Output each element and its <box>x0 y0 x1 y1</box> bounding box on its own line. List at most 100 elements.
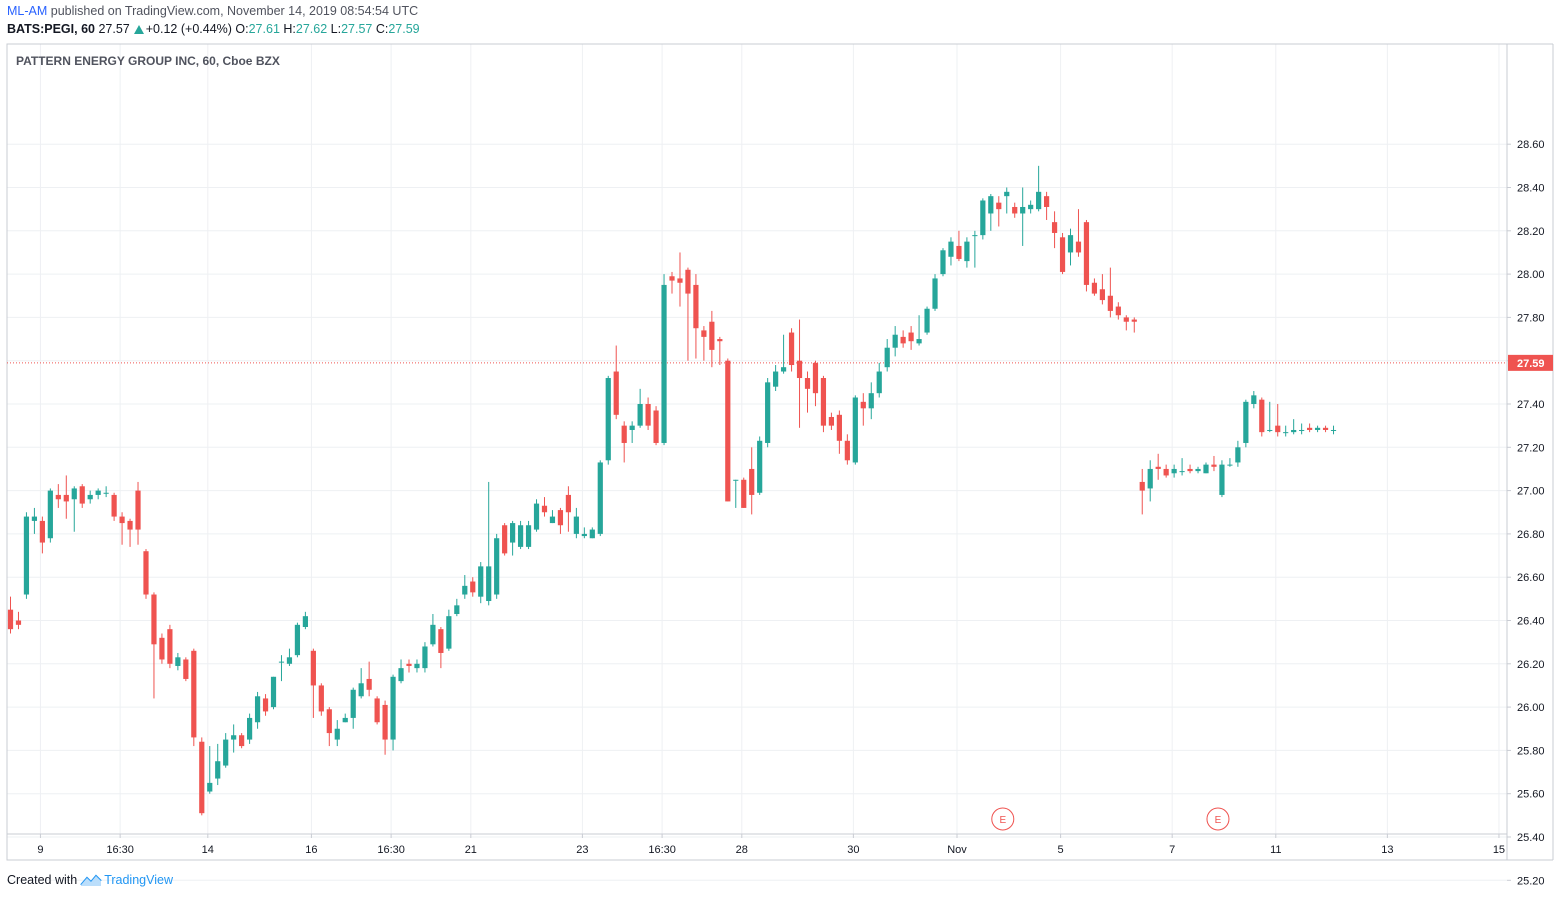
candle <box>334 720 340 747</box>
candle-body <box>693 284 699 329</box>
candle <box>294 622 301 658</box>
x-tick-label: 28 <box>736 844 748 856</box>
candle-body <box>892 334 898 348</box>
candle <box>669 271 675 294</box>
candle-body <box>175 657 181 666</box>
candle-body <box>1330 429 1337 431</box>
candle-body <box>669 276 675 281</box>
candle-body <box>382 704 388 740</box>
candle <box>262 694 269 716</box>
candle-body <box>988 196 994 214</box>
tradingview-logo-icon <box>80 874 102 886</box>
candle-body <box>1259 399 1265 433</box>
earnings-event-marker[interactable]: E <box>991 807 1015 831</box>
candle-body <box>1187 468 1193 472</box>
y-tick-label: 28.40 <box>1517 183 1545 195</box>
candle <box>685 267 691 361</box>
candle <box>223 733 229 768</box>
candle-body <box>374 698 380 723</box>
x-tick-label: 16:30 <box>377 844 405 856</box>
earnings-event-marker[interactable]: E <box>1206 807 1230 831</box>
candle-body <box>119 516 125 524</box>
candle <box>398 659 404 684</box>
candle <box>430 614 436 647</box>
candle-body <box>1299 429 1305 431</box>
candle <box>270 676 277 710</box>
candle <box>533 499 540 532</box>
candle <box>996 196 1002 227</box>
candle <box>844 434 850 465</box>
candle <box>414 659 420 673</box>
candle-body <box>326 709 332 734</box>
candle-body <box>900 336 906 344</box>
candle-body <box>1227 464 1233 466</box>
candle-body <box>908 332 914 342</box>
candle <box>374 696 380 725</box>
price-axis[interactable]: 25.20 25.40 25.60 25.80 26.00 26.20 26.40 26.60… <box>1507 139 1553 887</box>
candle-body <box>796 360 803 379</box>
candle <box>486 481 492 606</box>
candle-body <box>254 696 261 723</box>
candle-body <box>812 362 819 394</box>
earnings-label: E <box>999 815 1006 826</box>
candle <box>1227 458 1233 467</box>
candle-body <box>613 371 619 415</box>
candle-body <box>765 382 771 443</box>
candle-body <box>1107 295 1113 311</box>
x-tick-label: 15 <box>1493 844 1505 856</box>
candle-body <box>533 503 540 530</box>
y-tick-label: 27.00 <box>1517 486 1545 498</box>
candle-body <box>717 339 723 342</box>
candle-body <box>517 525 524 547</box>
candle-body <box>868 393 874 409</box>
candle <box>151 592 157 699</box>
chart-frame <box>6 43 1554 861</box>
earnings-circle[interactable] <box>991 807 1015 831</box>
candle <box>302 611 308 630</box>
candle <box>167 624 173 669</box>
candle <box>597 460 603 537</box>
candle-body <box>948 241 954 257</box>
x-tick-label: 21 <box>465 844 477 856</box>
candle-body <box>1203 464 1209 474</box>
candle <box>900 330 906 348</box>
x-tick-label: 30 <box>847 844 859 856</box>
candle <box>350 687 356 729</box>
candle-body <box>1067 235 1074 253</box>
candle-body <box>677 278 683 283</box>
candle <box>446 609 452 651</box>
candle <box>406 659 412 673</box>
candle-body <box>685 269 691 294</box>
candle-body <box>486 566 492 602</box>
candle <box>1067 228 1074 266</box>
candle <box>525 520 532 550</box>
time-axis[interactable]: 9 16:30 14 16:30 16 21 23 16:30 28 30 Nov 5 7 11 13 15 <box>37 834 1505 856</box>
candle-body <box>31 516 38 521</box>
candle <box>1235 440 1241 467</box>
x-tick-label: 11 <box>1270 844 1281 856</box>
candle <box>1036 165 1042 212</box>
candle <box>1307 423 1313 433</box>
earnings-circle[interactable] <box>1206 807 1230 831</box>
candle <box>605 375 611 465</box>
publisher-name[interactable]: ML-AM <box>7 4 48 18</box>
y-tick-label: 28.00 <box>1517 269 1545 281</box>
candle-body <box>1091 282 1098 294</box>
candle-body <box>852 397 858 463</box>
y-tick-label: 27.80 <box>1517 312 1545 324</box>
y-tick-label: 25.60 <box>1517 789 1545 801</box>
candle <box>988 193 994 231</box>
candle <box>79 484 85 508</box>
candle-body <box>438 629 444 653</box>
x-tick-label: 13 <box>1381 844 1393 856</box>
tradingview-link[interactable]: TradingView <box>104 873 173 887</box>
candle <box>924 306 930 335</box>
candle <box>127 518 133 547</box>
candle <box>892 326 898 357</box>
y-tick-label: 26.40 <box>1517 616 1545 628</box>
created-with-text: Created with <box>7 873 78 887</box>
candle <box>63 475 69 519</box>
candle-body <box>422 646 428 669</box>
